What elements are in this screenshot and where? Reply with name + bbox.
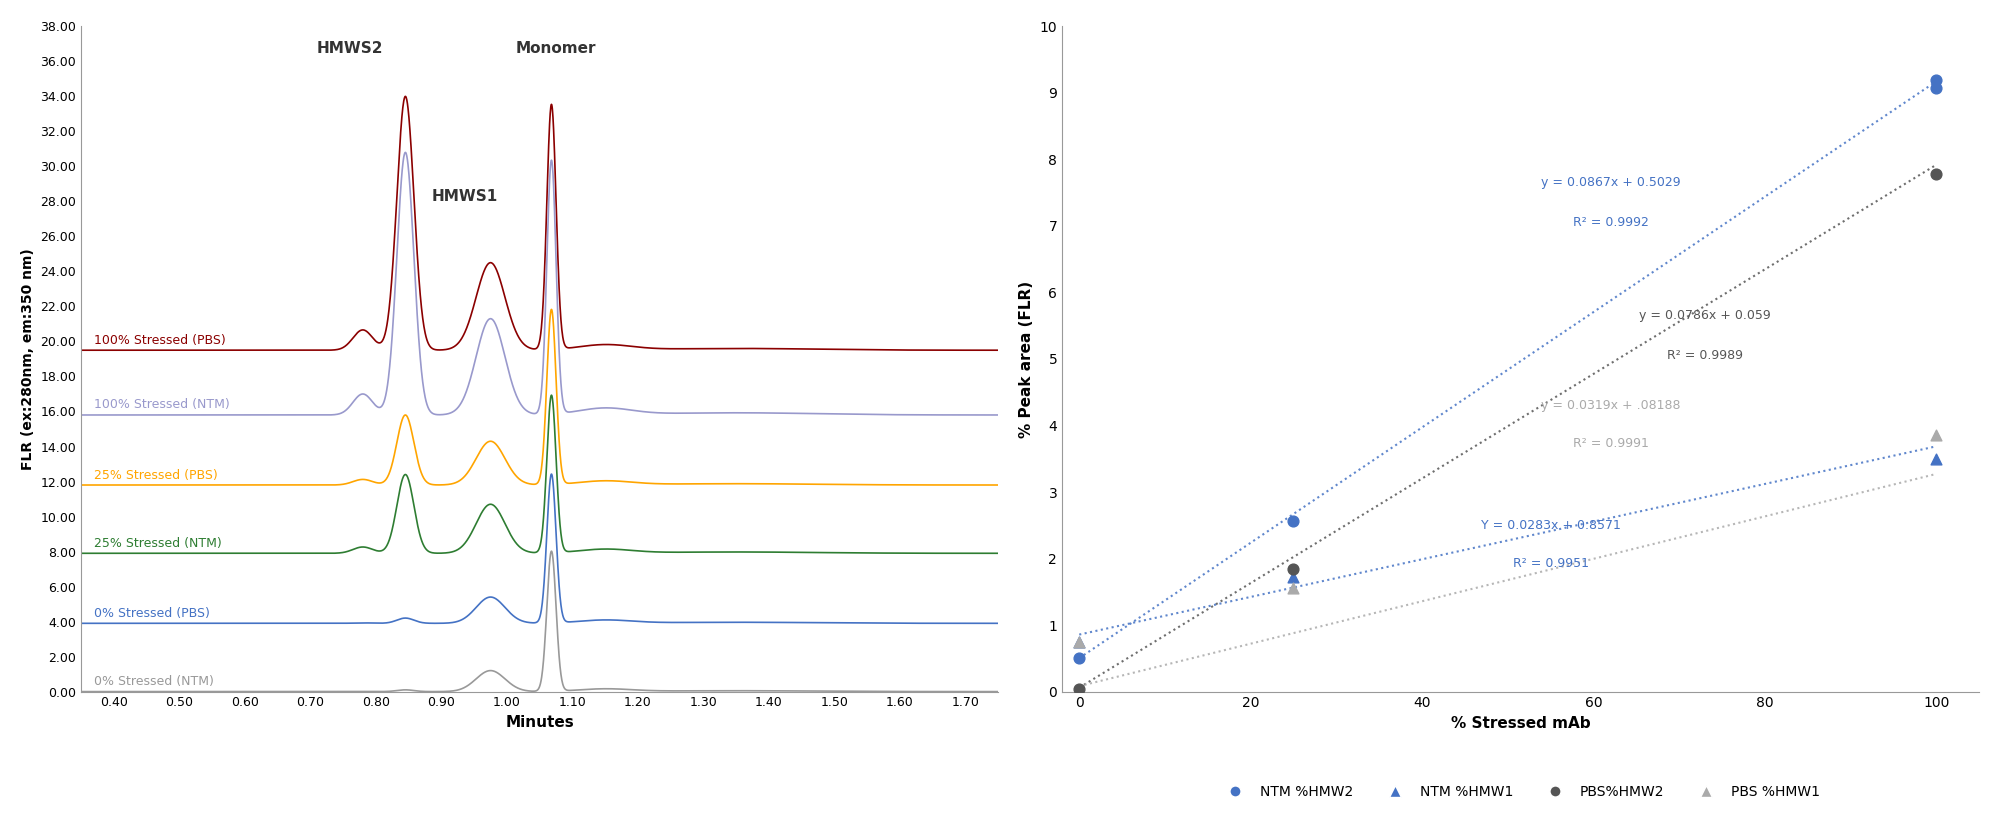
Text: 0% Stressed (NTM): 0% Stressed (NTM) (94, 675, 214, 688)
Point (1920, 429, 1952, 442)
Point (1064, 636, 1096, 649)
Text: R² = 0.9991: R² = 0.9991 (1572, 437, 1648, 450)
Text: R² = 0.9992: R² = 0.9992 (1572, 216, 1648, 229)
Point (1278, 562, 1310, 575)
Text: 100% Stressed (PBS): 100% Stressed (PBS) (94, 333, 226, 346)
Y-axis label: % Peak area (FLR): % Peak area (FLR) (1020, 280, 1034, 437)
Point (1064, 682, 1096, 695)
Point (1278, 582, 1310, 595)
X-axis label: Minutes: Minutes (506, 715, 574, 730)
Text: R² = 0.9951: R² = 0.9951 (1512, 557, 1588, 569)
Text: y = 0.0319x + .08188: y = 0.0319x + .08188 (1540, 399, 1680, 412)
Legend: NTM %HMW2, NTM %HMW1, PBS%HMW2, PBS %HMW1: NTM %HMW2, NTM %HMW1, PBS%HMW2, PBS %HMW… (1216, 780, 1826, 804)
Text: 25% Stressed (NTM): 25% Stressed (NTM) (94, 536, 222, 550)
Point (1064, 652, 1096, 665)
Text: Monomer: Monomer (516, 41, 596, 56)
Point (1278, 514, 1310, 527)
Point (1920, 82, 1952, 95)
Text: HMWS1: HMWS1 (432, 189, 498, 205)
Text: 100% Stressed (NTM): 100% Stressed (NTM) (94, 399, 230, 411)
Point (1920, 167, 1952, 180)
Y-axis label: FLR (ex:280nm, em:350 nm): FLR (ex:280nm, em:350 nm) (20, 248, 34, 470)
X-axis label: % Stressed mAb: % Stressed mAb (1450, 716, 1590, 731)
Text: HMWS2: HMWS2 (316, 41, 382, 56)
Text: y = 0.0867x + 0.5029: y = 0.0867x + 0.5029 (1540, 176, 1680, 189)
Point (1064, 636, 1096, 649)
Text: 0% Stressed (PBS): 0% Stressed (PBS) (94, 607, 210, 620)
Point (1920, 74, 1952, 87)
Text: Y = 0.0283x + 0.8571: Y = 0.0283x + 0.8571 (1480, 518, 1620, 532)
Text: 25% Stressed (PBS): 25% Stressed (PBS) (94, 468, 218, 482)
Point (1920, 452, 1952, 465)
Point (1278, 571, 1310, 584)
Text: y = 0.0786x + 0.059: y = 0.0786x + 0.059 (1640, 309, 1770, 322)
Text: R² = 0.9989: R² = 0.9989 (1666, 349, 1742, 362)
